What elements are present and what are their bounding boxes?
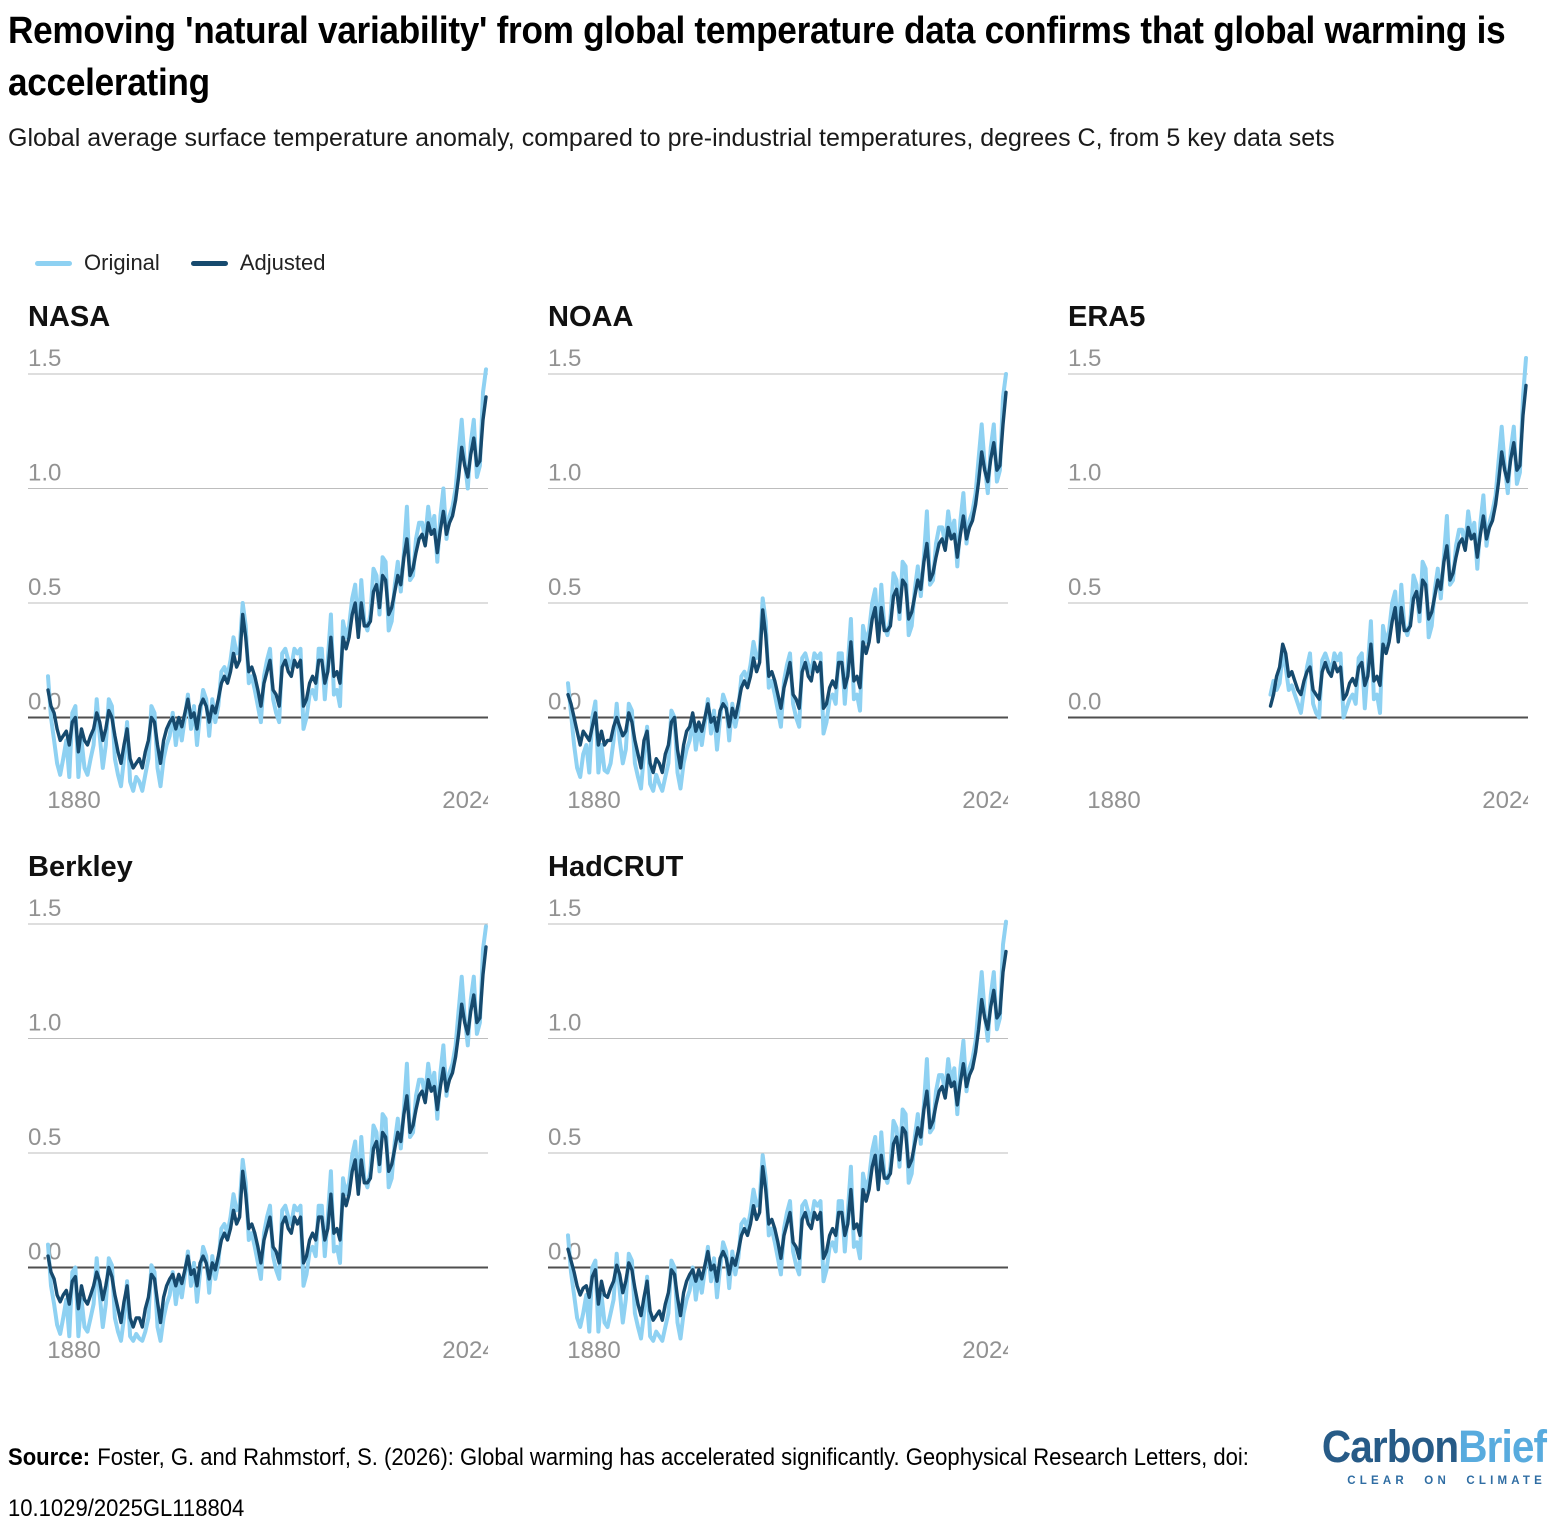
- source-note: Source: Foster, G. and Rahmstorf, S. (202…: [8, 1432, 1313, 1530]
- logo-brief: Brief: [1458, 1421, 1547, 1472]
- x-tick-label: 2024: [1482, 787, 1528, 814]
- chart-canvas-nasa: 1.5 1.0 0.5 0.0 1880 2024: [28, 349, 488, 814]
- legend-item-original: Original: [35, 250, 160, 276]
- x-tick-label: 1880: [1087, 787, 1140, 814]
- y-tick-label: 1.5: [28, 899, 61, 922]
- chart-canvas-noaa: 1.5 1.0 0.5 0.0 1880 2024: [548, 349, 1008, 814]
- header: Removing 'natural variability' from glob…: [8, 6, 1560, 157]
- y-tick-label: 0.5: [548, 574, 581, 601]
- logo-tagline: CLEAR ON CLIMATE: [1347, 1474, 1546, 1487]
- y-tick-label: 0.5: [1068, 574, 1101, 601]
- x-tick-label: 2024: [962, 787, 1008, 814]
- y-tick-label: 0.5: [548, 1124, 581, 1151]
- x-tick-label: 2024: [442, 1337, 488, 1364]
- y-tick-label: 1.0: [28, 1010, 61, 1037]
- page-title: Removing 'natural variability' from glob…: [8, 10, 1506, 104]
- chart-berkley: Berkley 1.5 1.0 0.5 0.0 1880 2024: [28, 850, 488, 1369]
- y-tick-label: 0.0: [548, 1239, 581, 1266]
- x-tick-label: 1880: [47, 1337, 100, 1364]
- y-tick-label: 0.0: [1068, 689, 1101, 716]
- y-tick-label: 1.0: [548, 460, 581, 487]
- source-label: Source:: [8, 1444, 91, 1471]
- y-tick-label: 1.5: [548, 899, 581, 922]
- legend-label-original: Original: [84, 250, 160, 275]
- adjusted-line: [566, 949, 1008, 1322]
- chart-canvas-berkley: 1.5 1.0 0.5 0.0 1880 2024: [28, 899, 488, 1364]
- chart-hadcrut: HadCRUT 1.5 1.0 0.5 0.0 1880 2024: [548, 850, 1008, 1369]
- y-tick-label: 0.5: [28, 574, 61, 601]
- x-tick-label: 2024: [962, 1337, 1008, 1364]
- x-tick-label: 2024: [442, 787, 488, 814]
- logo-wordmark: CarbonBrief: [1321, 1421, 1547, 1472]
- carbonbrief-logo: CarbonBrief CLEAR ON CLIMATE: [1297, 1421, 1547, 1487]
- y-tick-label: 0.0: [28, 1239, 61, 1266]
- y-tick-label: 1.5: [28, 349, 61, 372]
- original-line: [566, 919, 1008, 1343]
- adjusted-line: [566, 390, 1008, 775]
- y-tick-label: 0.0: [548, 689, 581, 716]
- legend: Original Adjusted: [35, 250, 325, 276]
- source-text: Foster, G. and Rahmstorf, S. (2026): Glo…: [97, 1444, 1249, 1471]
- chart-title-noaa: NOAA: [548, 301, 634, 333]
- charts-grid: NASA 1.5 1.0 0.5 0.0 1880 2024 NOAA 1.5 1.0 0.5…: [28, 300, 1528, 1369]
- chart-title-berkley: Berkley: [28, 851, 133, 883]
- chart-title-nasa: NASA: [28, 301, 111, 333]
- y-tick-label: 1.0: [1068, 460, 1101, 487]
- y-tick-label: 1.5: [548, 349, 581, 372]
- chart-canvas-era5: 1.5 1.0 0.5 0.0 1880 2024: [1068, 349, 1528, 814]
- original-line-swatch: [35, 260, 72, 266]
- x-tick-label: 1880: [567, 1337, 620, 1364]
- logo-carbon: Carbon: [1321, 1421, 1459, 1472]
- y-tick-label: 0.5: [28, 1124, 61, 1151]
- adjusted-line: [46, 395, 488, 770]
- chart-nasa: NASA 1.5 1.0 0.5 0.0 1880 2024: [28, 300, 488, 819]
- chart-canvas-hadcrut: 1.5 1.0 0.5 0.0 1880 2024: [548, 899, 1008, 1364]
- y-tick-label: 1.0: [548, 1010, 581, 1037]
- y-tick-label: 0.0: [28, 689, 61, 716]
- original-line: [46, 367, 488, 793]
- source-doi: 10.1029/2025GL118804: [8, 1495, 245, 1523]
- y-tick-label: 1.0: [28, 460, 61, 487]
- chart-title-era5: ERA5: [1068, 301, 1146, 333]
- page-subtitle: Global average surface temperature anoma…: [8, 124, 1335, 153]
- adjusted-line-swatch: [190, 260, 228, 266]
- adjusted-line: [46, 945, 488, 1329]
- chart-noaa: NOAA 1.5 1.0 0.5 0.0 1880 2024: [548, 300, 1008, 819]
- x-tick-label: 1880: [47, 787, 100, 814]
- legend-item-adjusted: Adjusted: [190, 250, 326, 276]
- x-tick-label: 1880: [567, 787, 620, 814]
- adjusted-line: [1268, 383, 1528, 708]
- original-line: [46, 924, 488, 1343]
- original-line: [566, 372, 1008, 793]
- legend-label-adjusted: Adjusted: [239, 250, 326, 275]
- chart-title-hadcrut: HadCRUT: [548, 851, 684, 883]
- chart-era5: ERA5 1.5 1.0 0.5 0.0 1880 2024: [1068, 300, 1528, 819]
- y-tick-label: 1.5: [1068, 349, 1101, 372]
